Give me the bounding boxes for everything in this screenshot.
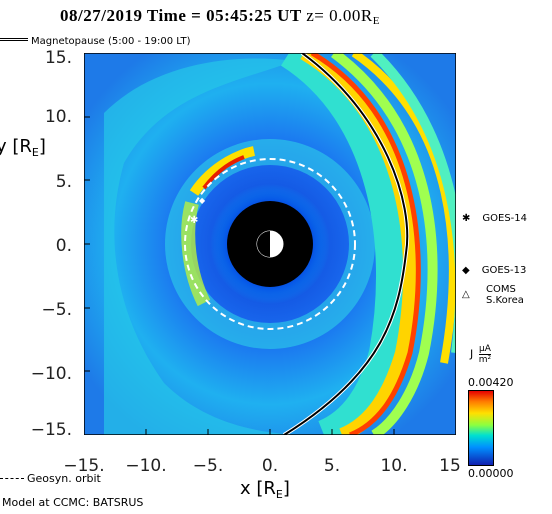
geosync-orbit xyxy=(184,158,356,330)
hot-arc-core xyxy=(202,155,245,190)
satellite-name: GOES-14 xyxy=(482,213,528,224)
model-label: Model at CCMC: BATSRUS xyxy=(2,496,144,509)
y-tick-label: 15. xyxy=(44,48,72,68)
magnetopause-line xyxy=(283,53,409,435)
colorbar xyxy=(468,390,494,466)
triangle-icon: △ xyxy=(462,289,470,300)
magnetopause-legend-label: Magnetopause (5:00 - 19:00 LT) xyxy=(31,36,191,47)
geosyn-dash-swatch xyxy=(0,478,24,479)
current-density-map: ✱ ◆ xyxy=(84,53,456,435)
magnetopause-legend: Magnetopause (5:00 - 19:00 LT) xyxy=(0,36,191,47)
satellite-marker: ◆ xyxy=(199,196,206,205)
sheath-region xyxy=(104,58,314,435)
y-tick-label: 5. xyxy=(55,172,72,192)
x-tick-label: 15 xyxy=(439,456,461,476)
title-time: 05:45:25 UT xyxy=(206,6,302,25)
x-tick-label: 0. xyxy=(261,456,279,476)
x-tick-label: −5. xyxy=(192,456,224,476)
outer-band-2 xyxy=(351,53,456,364)
sheath-band-3 xyxy=(310,53,421,435)
satellite-name: COMS xyxy=(486,284,516,295)
satellite-name: GOES-13 xyxy=(481,265,527,276)
x-tick-label: 10. xyxy=(380,456,408,476)
x-tick-label: −15. xyxy=(63,456,105,476)
satellite-name-block: COMS S.Korea xyxy=(486,284,524,306)
title-time-label: Time = xyxy=(146,6,202,25)
x-tick-label: −10. xyxy=(125,456,167,476)
y-tick-label: −5. xyxy=(41,300,72,320)
diamond-icon: ◆ xyxy=(462,265,470,276)
sheath-band-2 xyxy=(300,53,417,435)
magnetopause-line-swatch xyxy=(0,38,28,41)
satellite-region: S.Korea xyxy=(486,295,524,306)
x-axis-label: x [RE] xyxy=(240,478,290,501)
geosyn-legend-label: Geosyn. orbit xyxy=(27,472,101,485)
outer-band-1 xyxy=(331,53,438,435)
satellite-legend-item: ✱ GOES-14 xyxy=(462,208,527,226)
x-tick-label: 5. xyxy=(323,456,341,476)
y-tick-label: −15. xyxy=(30,420,72,440)
sheath-band-1 xyxy=(280,53,406,435)
y-tick-label: 10. xyxy=(44,107,72,127)
earth-night-side xyxy=(257,231,270,257)
title-date: 08/27/2019 xyxy=(60,6,143,25)
hot-arc xyxy=(189,146,256,196)
asterisk-icon: ✱ xyxy=(462,213,471,224)
plot-title: 08/27/2019 Time = 05:45:25 UT z= 0.00RE xyxy=(60,6,380,27)
satellite-marker: ✱ xyxy=(190,215,198,226)
colorbar-max-label: 0.00420 xyxy=(468,376,514,389)
colorbar-min-label: 0.00000 xyxy=(468,467,514,480)
geosyn-legend: Geosyn. orbit xyxy=(0,472,101,485)
axis-ticks xyxy=(84,53,456,435)
outer-band-3 xyxy=(370,53,456,353)
y-tick-label: 0. xyxy=(55,236,72,256)
colorbar-title: J μA m² xyxy=(470,344,492,365)
y-axis-label: y [RE] xyxy=(0,136,46,159)
ring-current xyxy=(165,139,375,349)
satellite-legend-item: ◆ GOES-13 xyxy=(462,260,526,278)
satellite-legend-item: △ xyxy=(462,284,470,302)
title-z: z= 0.00RE xyxy=(306,6,380,27)
y-tick-label: −10. xyxy=(30,364,72,384)
